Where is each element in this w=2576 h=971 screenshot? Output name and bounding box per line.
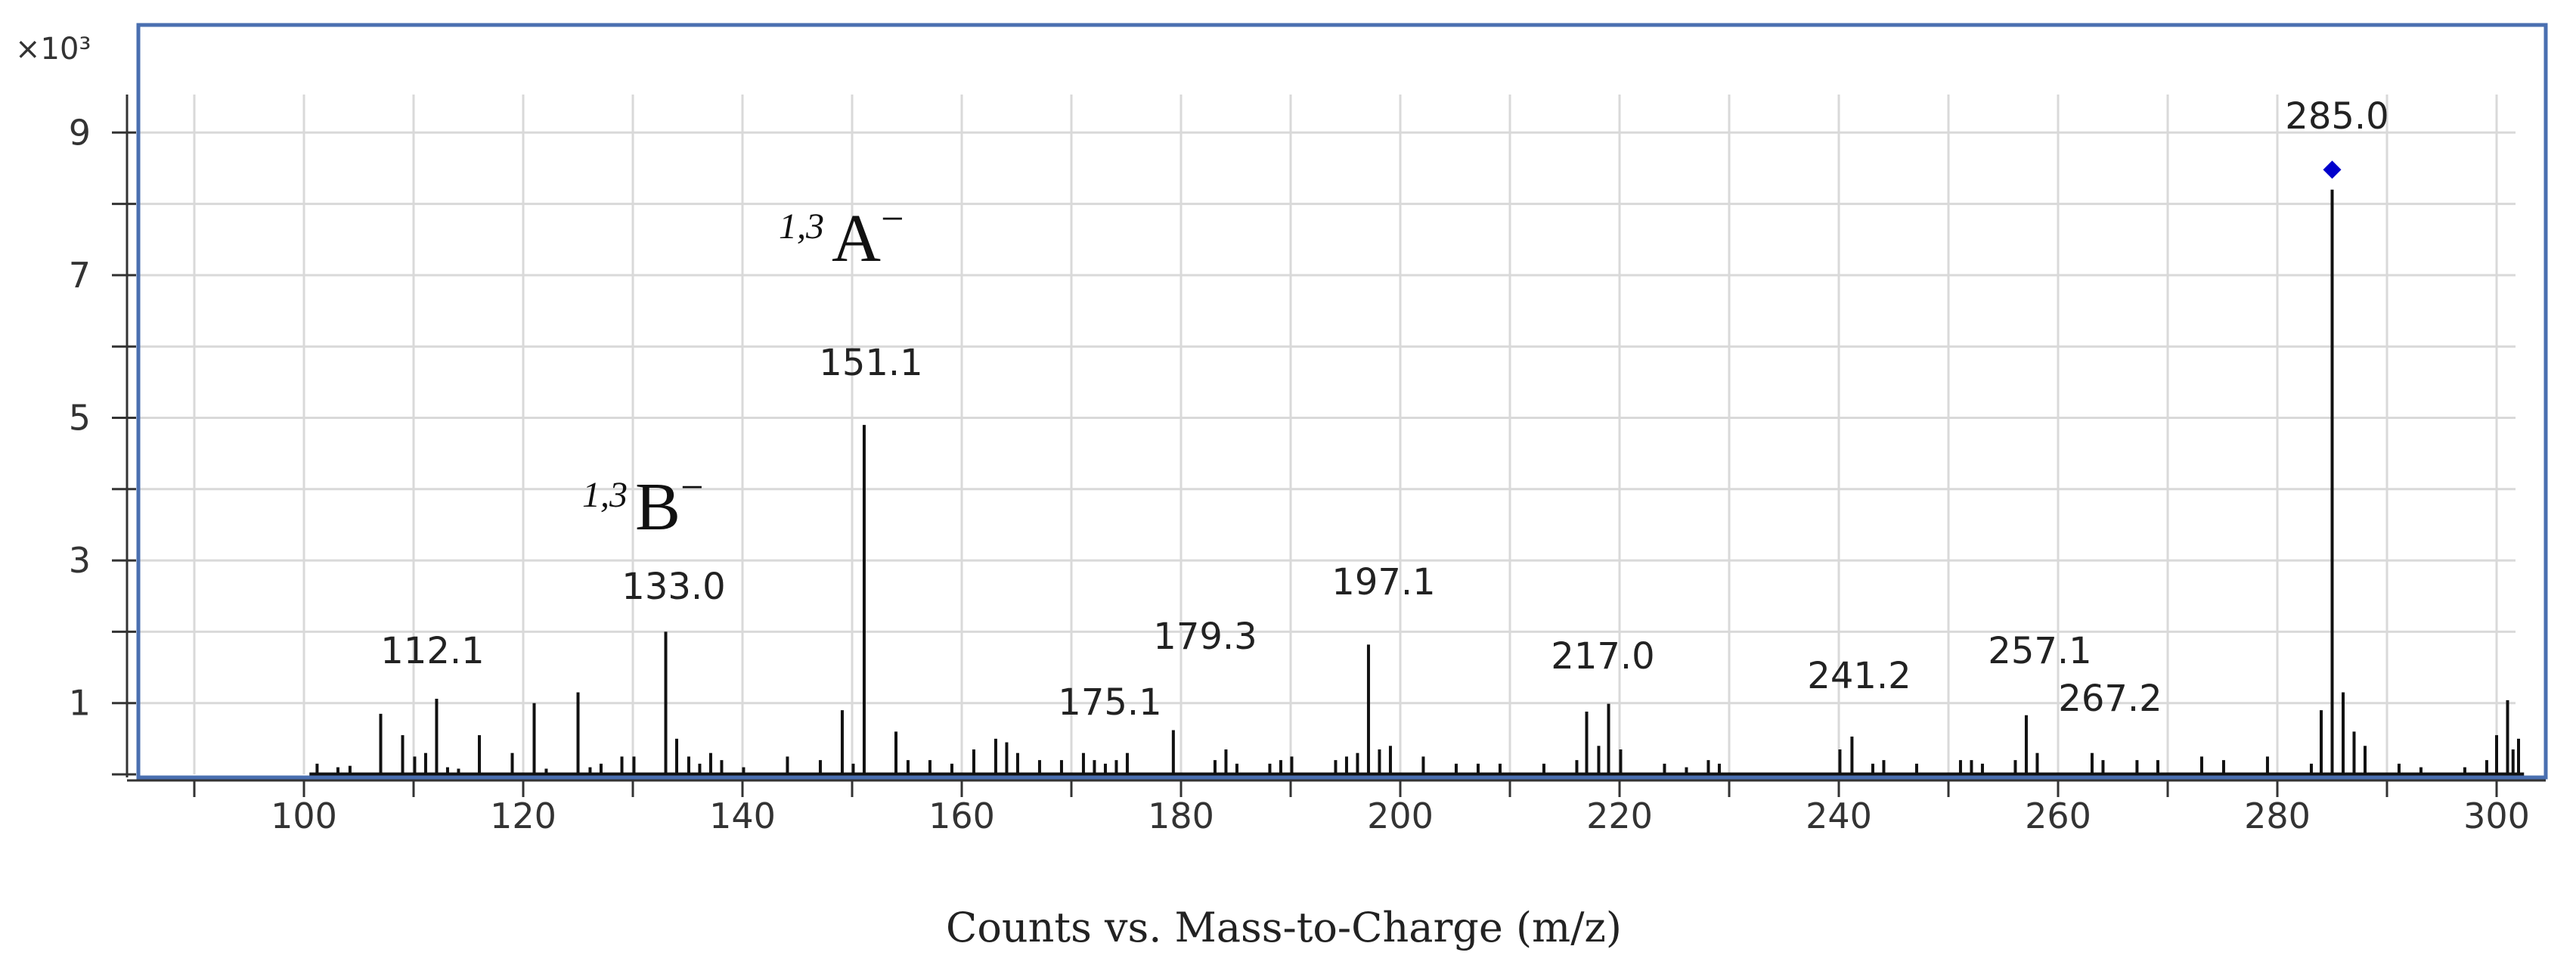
annotation-ion: B	[635, 470, 680, 544]
precursor-diamond-marker	[2323, 160, 2342, 179]
annotations: 1,3 A−1,3 B−	[582, 196, 904, 544]
x-tick-label: 180	[1148, 796, 1214, 836]
x-axis-title: Counts vs. Mass-to-Charge (m/z)	[946, 904, 1622, 951]
peak-label: 267.2	[2058, 678, 2162, 720]
y-tick-label: 7	[69, 255, 91, 296]
axes: 100 120 140 160 180 200 220 240 260 280 300 1 3 5 7 9	[69, 95, 2546, 836]
x-tick-label: 160	[928, 796, 995, 836]
fragment-annotation: 1,3 B−	[582, 464, 704, 544]
peak-label: 285.0	[2285, 95, 2388, 138]
peak-label: 241.2	[1807, 655, 1911, 697]
x-tick-label: 220	[1586, 796, 1653, 836]
x-tick-label: 280	[2244, 796, 2311, 836]
x-tick-label: 100	[271, 796, 337, 836]
y-tick-label: 5	[69, 398, 91, 439]
x-tick-label: 240	[1806, 796, 1872, 836]
peak-label: 179.3	[1153, 616, 1257, 658]
y-tick-label: 1	[69, 683, 91, 724]
annotation-charge: −	[680, 464, 703, 510]
grid	[138, 95, 2516, 774]
x-tick-label: 300	[2463, 796, 2530, 836]
x-tick-label: 140	[709, 796, 776, 836]
plot-frame	[136, 23, 2548, 780]
fragment-annotation: 1,3 A−	[779, 196, 904, 276]
x-tick-label: 120	[490, 796, 556, 836]
y-tick-label: 9	[69, 112, 91, 153]
peak-labels: 112.1 133.0 151.1 175.1 179.3 197.1 217.0 241.2…	[380, 95, 2388, 724]
x-tick-label: 200	[1367, 796, 1434, 836]
peak-label: 112.1	[380, 630, 484, 672]
peak-label: 217.0	[1551, 635, 1654, 678]
annotation-charge: −	[881, 196, 904, 241]
x-tick-label: 260	[2025, 796, 2091, 836]
peak-label: 197.1	[1331, 561, 1435, 603]
peak-label: 133.0	[622, 566, 725, 608]
annotation-ion: A	[832, 201, 881, 276]
y-multiplier: ×10³	[15, 32, 91, 67]
peak-label: 257.1	[1988, 630, 2091, 672]
peak-label: 175.1	[1058, 681, 1161, 724]
peaks	[309, 189, 2525, 777]
y-tick-label: 3	[69, 540, 91, 581]
annotation-prefix: 1,3	[779, 206, 824, 247]
peak-label: 151.1	[819, 342, 922, 384]
annotation-prefix: 1,3	[582, 475, 628, 515]
